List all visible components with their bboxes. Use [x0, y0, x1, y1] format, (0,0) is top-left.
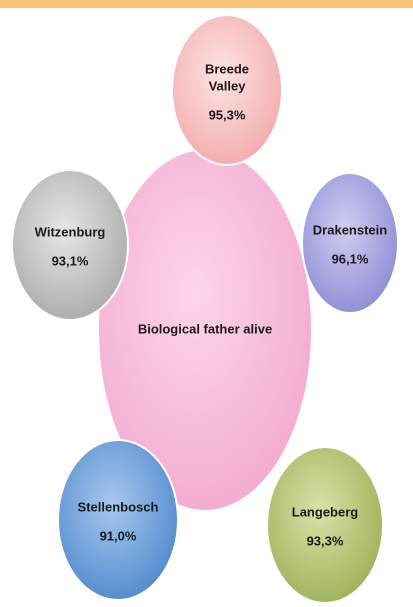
top-strip: [0, 0, 413, 8]
node-label: Valley: [209, 78, 247, 93]
node-value: 96,1%: [332, 251, 369, 266]
node-value: 91,0%: [100, 528, 137, 543]
node-value: 93,3%: [307, 533, 344, 548]
node-value: 93,1%: [52, 253, 89, 268]
node-label: Drakenstein: [313, 222, 387, 237]
node-label: Stellenbosch: [78, 499, 159, 514]
node-label: Breede: [205, 61, 249, 76]
node-ellipse: [266, 446, 384, 604]
center-ellipse: [99, 150, 311, 510]
node-label: Langeberg: [292, 504, 359, 519]
node-label: Witzenburg: [35, 224, 106, 239]
node-ellipse: [171, 14, 283, 166]
node-ellipse: [11, 169, 129, 321]
node-ellipse: [57, 439, 179, 601]
center-label: Biological father alive: [138, 321, 272, 336]
node-value: 95,3%: [209, 107, 246, 122]
node-ellipse: [301, 172, 399, 314]
